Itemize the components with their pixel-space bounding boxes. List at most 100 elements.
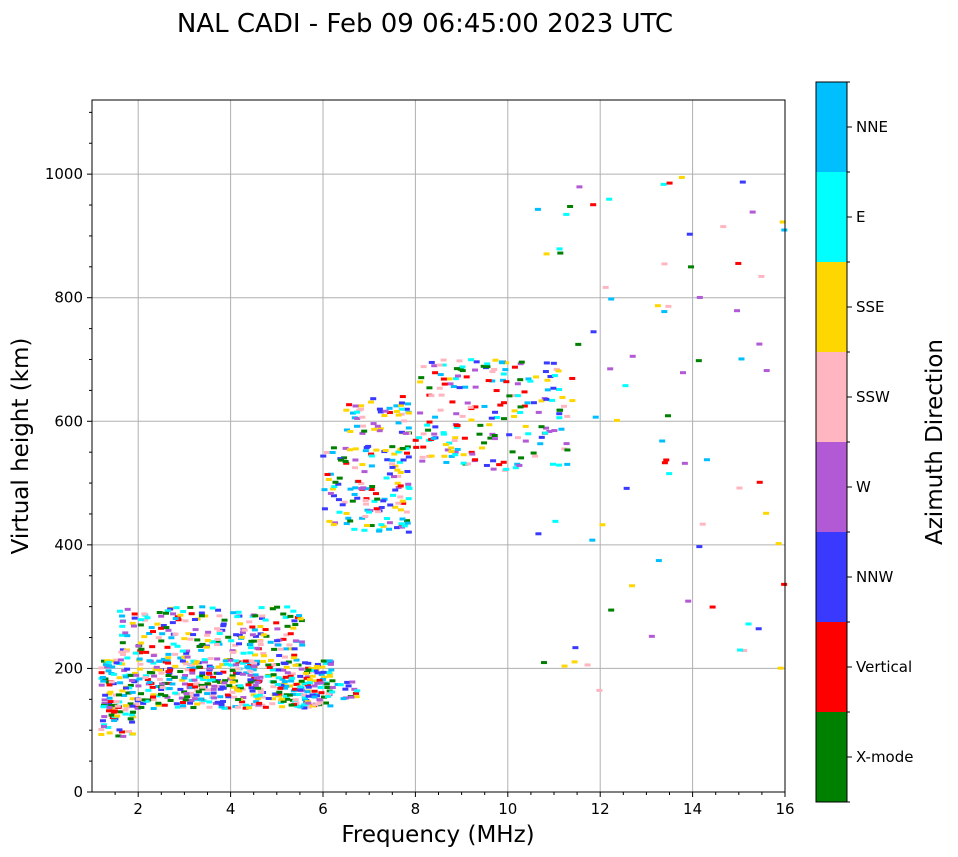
data-point — [320, 454, 327, 458]
data-point — [666, 181, 673, 185]
data-point — [274, 639, 281, 643]
data-point — [232, 643, 239, 647]
data-point — [305, 666, 312, 670]
data-point — [173, 702, 180, 706]
data-point — [101, 701, 108, 705]
data-point — [144, 678, 151, 682]
data-point — [389, 445, 396, 449]
data-point — [301, 693, 308, 697]
data-point — [540, 661, 547, 665]
data-point — [543, 252, 550, 256]
data-point — [160, 657, 167, 661]
x-tick-label: 2 — [133, 800, 143, 818]
data-point — [758, 274, 765, 278]
data-point — [180, 704, 187, 708]
data-point — [487, 436, 494, 440]
x-tick-label: 16 — [775, 800, 794, 818]
data-point — [199, 701, 206, 705]
data-point — [380, 524, 387, 528]
data-point — [361, 528, 368, 532]
data-point — [100, 725, 107, 729]
data-point — [182, 673, 189, 677]
data-point — [472, 458, 479, 462]
data-point — [199, 675, 206, 679]
data-point — [437, 408, 444, 412]
data-point — [441, 382, 448, 386]
data-point — [257, 625, 264, 629]
data-point — [352, 486, 359, 490]
data-point — [342, 459, 349, 463]
data-point — [122, 708, 129, 712]
data-point — [335, 498, 342, 502]
data-point — [170, 642, 177, 646]
data-point — [113, 700, 120, 704]
colorbar-label-nne: NNE — [856, 118, 888, 136]
data-point — [330, 494, 337, 498]
data-point — [146, 670, 153, 674]
data-point — [256, 693, 263, 697]
data-point — [398, 412, 405, 416]
data-point — [174, 705, 181, 709]
data-point — [394, 468, 401, 472]
data-point — [327, 704, 334, 708]
data-point — [209, 678, 216, 682]
data-point — [108, 704, 115, 708]
y-tick-label: 800 — [54, 289, 83, 307]
data-point — [106, 683, 113, 687]
data-point — [126, 686, 133, 690]
data-point — [560, 404, 567, 408]
data-point — [313, 665, 320, 669]
data-point — [490, 459, 497, 463]
data-point — [517, 405, 524, 409]
data-point — [247, 673, 254, 677]
data-point — [220, 670, 227, 674]
data-point — [166, 687, 173, 691]
data-point — [497, 403, 504, 407]
data-point — [481, 404, 488, 408]
data-point — [550, 386, 557, 390]
data-point — [498, 360, 505, 364]
data-point — [282, 686, 289, 690]
data-point — [378, 505, 385, 509]
data-point — [654, 304, 661, 308]
data-point — [397, 495, 404, 499]
data-point — [349, 499, 356, 503]
data-point — [220, 624, 227, 628]
y-tick-label: 1000 — [45, 165, 83, 183]
data-point — [448, 450, 455, 454]
data-point — [108, 713, 115, 717]
data-point — [446, 377, 453, 381]
data-point — [365, 444, 372, 448]
data-point — [222, 679, 229, 683]
data-point — [394, 481, 401, 485]
data-point — [266, 665, 273, 669]
data-point — [181, 637, 188, 641]
x-tick-label: 14 — [683, 800, 702, 818]
data-point — [224, 693, 231, 697]
data-point — [214, 643, 221, 647]
data-point — [260, 659, 267, 663]
data-point — [215, 608, 222, 612]
data-point — [281, 680, 288, 684]
data-point — [179, 649, 186, 653]
data-point — [530, 451, 537, 455]
data-point — [369, 485, 376, 489]
data-point — [326, 659, 333, 663]
colorbar-swatch — [816, 172, 847, 262]
data-point — [191, 618, 198, 622]
data-point — [233, 659, 240, 663]
data-point — [449, 400, 456, 404]
data-point — [194, 638, 201, 642]
data-point — [177, 613, 184, 617]
data-point — [437, 373, 444, 377]
data-point — [720, 225, 727, 229]
data-point — [301, 706, 308, 710]
data-point — [214, 684, 221, 688]
data-point — [399, 499, 406, 503]
data-point — [247, 642, 254, 646]
data-point — [195, 690, 202, 694]
data-point — [493, 415, 500, 419]
data-point — [352, 458, 359, 462]
colorbar-label-nnw: NNW — [856, 568, 893, 586]
data-point — [138, 692, 145, 696]
